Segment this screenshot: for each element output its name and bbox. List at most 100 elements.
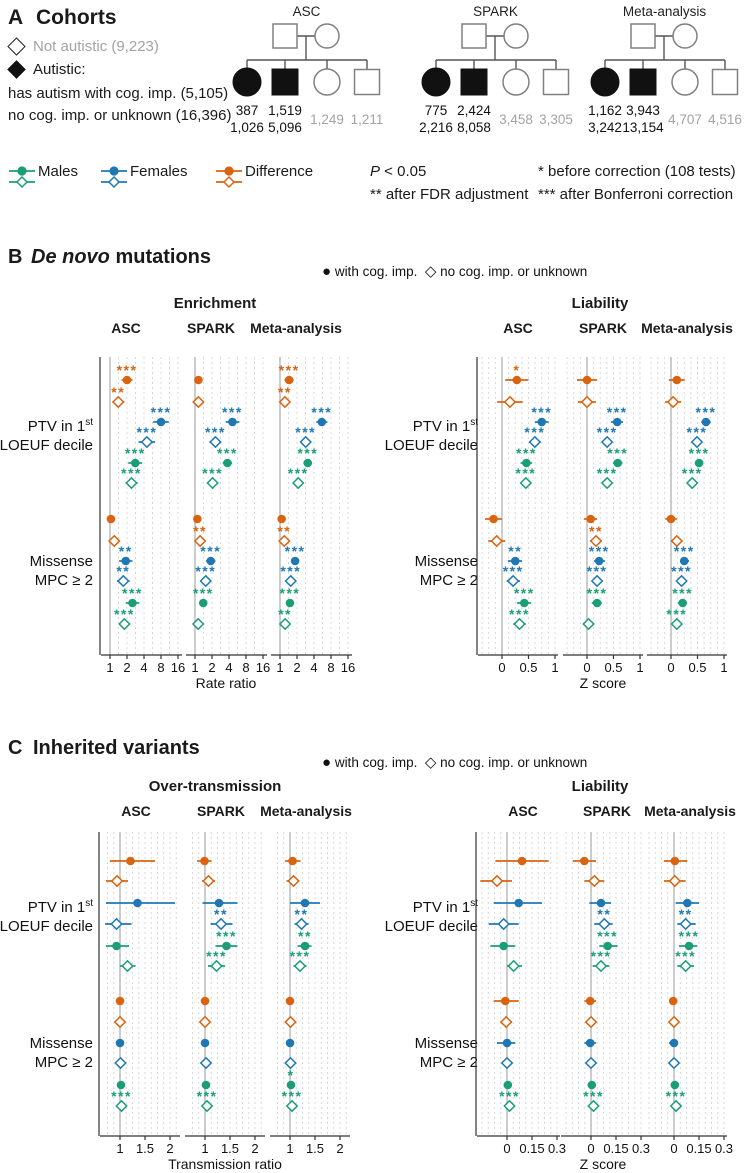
forest-point-difference-none: [499, 1015, 513, 1029]
forest-point-males-none: ***: [499, 1088, 518, 1113]
point-open-diamond: [679, 917, 692, 931]
x-tick-label: 2: [123, 660, 130, 675]
forest-point-difference-none: [106, 874, 128, 888]
point-filled-circle: [670, 1080, 680, 1090]
significance-stars: ***: [503, 563, 524, 579]
point-filled-circle: [193, 514, 202, 524]
point-filled-circle: [586, 514, 596, 524]
forest-point-difference-with: [277, 514, 286, 524]
forest-point-difference-none: [113, 1015, 127, 1029]
significance-stars: ***: [280, 585, 301, 601]
x-tick-label: 8: [327, 660, 334, 675]
point-open-diamond: [111, 395, 125, 409]
forest-point-females-none: [500, 1056, 514, 1070]
forest-point-difference-with: [495, 856, 549, 866]
point-filled-circle: [286, 1080, 296, 1090]
forest-point-males-none: ***: [509, 606, 528, 631]
count-affected-male-cog: 2,424: [457, 103, 491, 118]
point-filled-circle: [200, 856, 209, 866]
significance-stars: ***: [666, 1088, 687, 1104]
affected-female-symbol: [232, 67, 262, 97]
significance-stars: ***: [666, 606, 687, 622]
forest-point-males-with: [201, 1080, 211, 1090]
point-open-diamond: [490, 534, 503, 548]
point-filled-circle: [522, 458, 531, 468]
mother-symbol: [672, 23, 698, 49]
point-filled-circle: [133, 898, 142, 908]
legend-marker-difference: [216, 166, 242, 189]
point-open-diamond: [299, 435, 312, 449]
point-open-diamond: [675, 574, 688, 588]
forest-point-females-with: [675, 898, 700, 908]
point-open-diamond: [285, 1099, 299, 1113]
point-open-diamond: [588, 874, 601, 888]
x-tick-label: 0: [503, 1141, 510, 1156]
point-filled-circle: [194, 375, 203, 385]
x-axis-label: Transmission ratio: [168, 1156, 282, 1172]
point-filled-circle: [694, 458, 704, 468]
forest-point-difference-none: [584, 874, 605, 888]
forest-point-females-none: ***: [295, 424, 315, 449]
subplot-title-liability: Liability: [571, 295, 629, 312]
x-tick-label: 0.5: [688, 660, 706, 675]
unaffected-male-symbol: [353, 68, 381, 96]
x-tick-label: 0.3: [548, 1141, 566, 1156]
legend-not-autistic: Not autistic (9,223): [7, 37, 159, 56]
x-tick-label: 0: [667, 660, 674, 675]
forest-point-females-with: ***: [285, 543, 304, 566]
point-filled-circle: [678, 598, 687, 608]
cohort-header-meta-analysis: Meta-analysis: [641, 320, 733, 336]
point-open-diamond: [193, 534, 207, 548]
count-affected-female-nocog: 3,242: [588, 120, 622, 135]
legend-marker-males: [9, 166, 35, 189]
point-open-diamond: [115, 1099, 128, 1113]
row-group-label: PTV in 1st LOEUF decile: [384, 898, 478, 935]
point-open-diamond: [580, 395, 594, 409]
cohort-header-asc: ASC: [111, 320, 141, 336]
affected-male-symbol: [271, 68, 299, 96]
forest-point-males-none: ***: [282, 1088, 301, 1113]
forest-point-difference-none: [667, 1015, 681, 1029]
forest-point-males-with: ***: [215, 928, 238, 951]
x-tick-label: 2: [166, 1141, 173, 1156]
x-tick-label: 0: [583, 660, 590, 675]
significance-stars: ***: [607, 404, 628, 420]
point-open-diamond: [513, 617, 526, 631]
cohort-header-spark: SPARK: [187, 320, 235, 336]
point-filled-circle: [115, 1038, 125, 1048]
forest-point-difference-none: **: [277, 523, 291, 548]
forest-point-females-with: ***: [531, 404, 551, 427]
significance-stars: **: [295, 906, 309, 922]
significance-stars: ***: [111, 1088, 132, 1104]
point-filled-circle: [585, 996, 595, 1006]
forest-point-difference-none: [284, 1015, 297, 1029]
forest-point-females-with: [115, 1038, 125, 1048]
cohort-header-asc: ASC: [121, 803, 151, 819]
unaffected-female-symbol: [671, 68, 699, 96]
significance-stars: ***: [672, 585, 693, 601]
significance-stars: ***: [607, 445, 628, 461]
count-unaffected-male: 3,305: [539, 112, 573, 127]
point-open-diamond: [594, 959, 608, 973]
point-filled-circle: [701, 417, 711, 427]
forest-point-males-none: ***: [591, 948, 610, 973]
point-filled-circle: [517, 856, 527, 866]
forest-point-difference-with: [493, 996, 519, 1006]
forest-point-difference-with: [285, 996, 295, 1006]
significance-stars: ***: [524, 424, 545, 440]
forest-point-males-with: ***: [193, 585, 212, 608]
forest-point-males-none: [191, 617, 205, 631]
forest-point-males-with: ***: [297, 445, 317, 468]
point-open-diamond: [284, 1056, 297, 1070]
forest-point-females-with: ***: [311, 404, 331, 427]
row-group-label: Missense MPC ≥ 2: [414, 553, 478, 589]
cohort-header-meta-analysis: Meta-analysis: [644, 803, 736, 819]
point-filled-circle: [596, 898, 606, 908]
point-open-diamond: [295, 917, 308, 931]
point-open-diamond: [140, 435, 154, 449]
point-open-diamond: [199, 1056, 213, 1070]
x-axis-label: Rate ratio: [196, 675, 257, 691]
forest-point-males-none: ***: [515, 465, 535, 490]
point-filled-circle: [613, 458, 623, 468]
panel-c-cog-legend: ● with cog. imp. ◇ no cog. imp. or unkno…: [322, 754, 588, 771]
